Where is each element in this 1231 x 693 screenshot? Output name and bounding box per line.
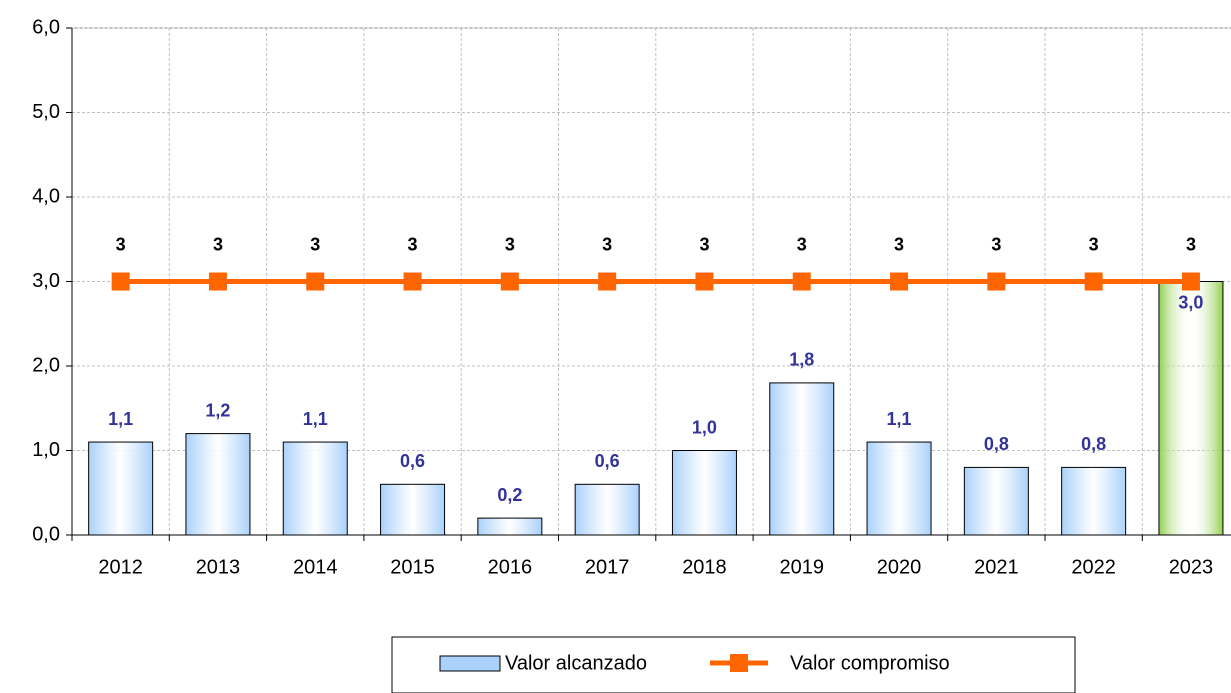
line-value-label: 3 <box>116 234 126 254</box>
y-tick-label: 1,0 <box>32 439 60 461</box>
legend-marker <box>730 654 748 672</box>
line-marker <box>890 272 909 291</box>
line-marker <box>598 272 617 291</box>
line-value-label: 3 <box>505 234 515 254</box>
x-tick-label: 2017 <box>585 556 630 578</box>
x-tick-label: 2012 <box>98 556 143 578</box>
bar <box>671 450 737 536</box>
bar-value-label: 0,8 <box>1081 434 1106 454</box>
line-value-label: 3 <box>991 234 1001 254</box>
line-value-label: 3 <box>894 234 904 254</box>
y-tick-label: 5,0 <box>32 101 60 123</box>
line-marker <box>208 272 227 291</box>
line-marker <box>500 272 519 291</box>
x-tick-label: 2018 <box>682 556 727 578</box>
bar-value-label: 1,0 <box>692 417 717 437</box>
bar-value-label: 1,1 <box>887 409 912 429</box>
bar-value-label: 3,0 <box>1178 292 1203 312</box>
bar-value-label: 1,2 <box>205 400 230 420</box>
bar-value-label: 1,8 <box>789 350 814 370</box>
bar <box>1158 281 1224 536</box>
legend-label: Valor compromiso <box>790 652 950 674</box>
y-tick-label: 2,0 <box>32 354 60 376</box>
bar <box>866 441 932 536</box>
line-value-label: 3 <box>213 234 223 254</box>
x-tick-label: 2014 <box>293 556 338 578</box>
bar-value-label: 0,2 <box>497 485 522 505</box>
line-marker <box>792 272 811 291</box>
line-value-label: 3 <box>1186 234 1196 254</box>
line-value-label: 3 <box>408 234 418 254</box>
line-value-label: 3 <box>310 234 320 254</box>
x-tick-label: 2021 <box>974 556 1019 578</box>
line-marker <box>987 272 1006 291</box>
legend-swatch <box>439 655 501 672</box>
bar-value-label: 0,6 <box>595 451 620 471</box>
bar <box>1061 466 1127 536</box>
y-tick-label: 0,0 <box>32 523 60 545</box>
bar <box>282 441 348 536</box>
line-marker <box>1181 272 1200 291</box>
x-tick-label: 2023 <box>1169 556 1214 578</box>
x-tick-label: 2022 <box>1071 556 1116 578</box>
bar <box>769 382 835 536</box>
line-value-label: 3 <box>797 234 807 254</box>
bar-value-label: 0,8 <box>984 434 1009 454</box>
line-value-label: 3 <box>699 234 709 254</box>
line-marker <box>1084 272 1103 291</box>
bar <box>477 517 543 536</box>
bar <box>574 483 640 536</box>
y-tick-label: 3,0 <box>32 270 60 292</box>
bar <box>963 466 1029 536</box>
bar <box>185 433 251 536</box>
bar <box>88 441 154 536</box>
bar-value-label: 1,1 <box>303 409 328 429</box>
bar-value-label: 0,6 <box>400 451 425 471</box>
line-marker <box>403 272 422 291</box>
bar <box>380 483 446 536</box>
line-value-label: 3 <box>1089 234 1099 254</box>
line-marker <box>695 272 714 291</box>
legend-label: Valor alcanzado <box>505 652 647 674</box>
x-tick-label: 2013 <box>196 556 241 578</box>
x-tick-label: 2019 <box>780 556 825 578</box>
x-tick-label: 2020 <box>877 556 922 578</box>
x-tick-label: 2015 <box>390 556 435 578</box>
line-marker <box>306 272 325 291</box>
y-tick-label: 4,0 <box>32 185 60 207</box>
y-tick-label: 6,0 <box>32 16 60 38</box>
line-marker <box>111 272 130 291</box>
x-tick-label: 2016 <box>488 556 533 578</box>
bar-value-label: 1,1 <box>108 409 133 429</box>
line-value-label: 3 <box>602 234 612 254</box>
